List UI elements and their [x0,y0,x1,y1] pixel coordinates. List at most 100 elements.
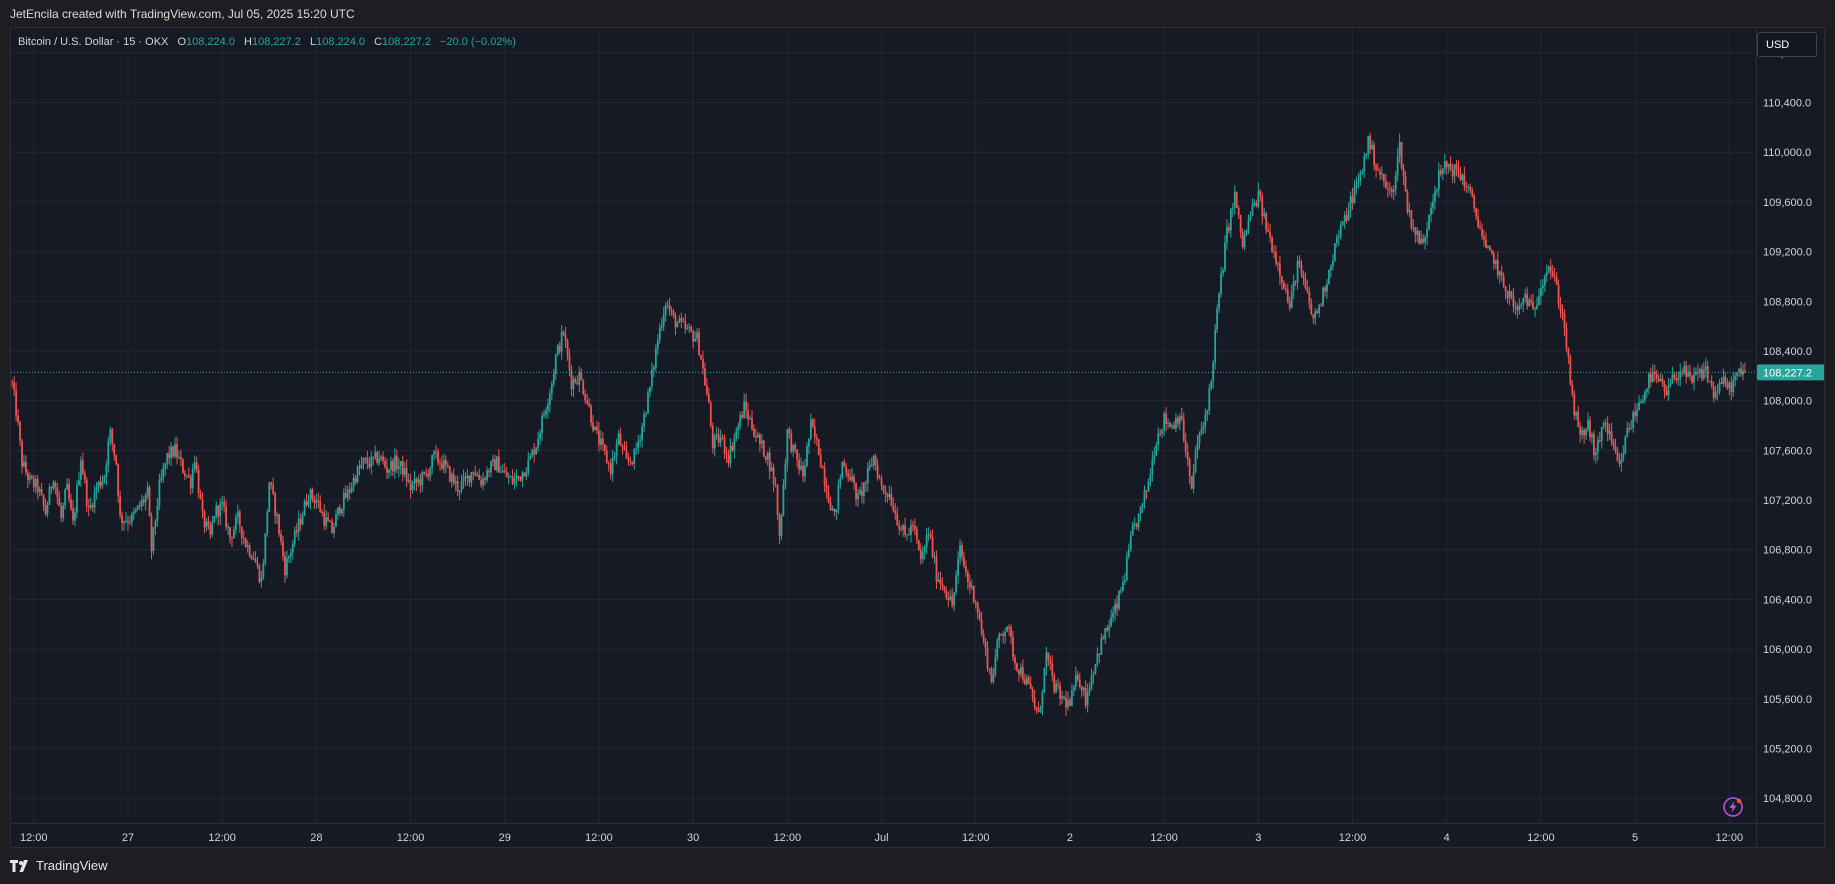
candle-body [1057,683,1060,686]
candle-body [843,461,846,467]
candle-body [1149,474,1152,482]
candle-body [800,465,802,470]
candle-body [878,477,881,479]
candle-body [238,511,241,527]
candle-body [488,470,490,473]
candle-body [1379,170,1381,175]
y-tick-label: 107,200.0 [1763,495,1812,507]
candle-body [904,525,906,535]
candle-body [1065,697,1067,708]
candle-body [768,452,771,472]
candle-body [1163,413,1166,431]
candle-body [951,596,954,606]
candle-body [965,566,967,573]
currency-button[interactable]: USD [1757,32,1817,57]
candle-body [1277,263,1279,265]
candle-body [601,438,604,445]
candle-body [1078,679,1081,687]
candle-body [731,445,734,451]
candle-body [1137,513,1140,528]
candle-body [1406,191,1409,213]
candle-body [974,602,977,604]
open-label: O [177,36,187,48]
candle-body [631,461,634,464]
candle-body [762,440,765,457]
lightning-icon[interactable] [1722,796,1744,818]
candle-body [1720,382,1723,385]
candle-body [804,465,806,477]
candle-body [1394,175,1397,190]
candle-body [1716,391,1719,393]
candle-body [197,470,200,494]
candle-body [1559,304,1562,312]
candle-body [1526,293,1529,307]
candle-body [183,473,186,476]
candlestick-chart[interactable]: 110,800.0110,400.0110,000.0109,600.0109,… [11,28,1825,848]
candle-body [11,382,14,384]
candle-body [1257,191,1260,207]
candle-body [1086,691,1089,706]
candle-body [476,474,479,476]
candle-body [809,419,812,439]
candle-body [729,445,732,464]
candle-body [900,529,903,531]
candle-body [1237,207,1240,215]
x-tick-label: 12:00 [1527,832,1555,844]
candle-body [1455,164,1458,169]
candle-body [352,477,355,488]
candle-body [13,382,16,391]
candle-body [417,479,420,483]
candle-body [1700,368,1703,379]
candle-body [1202,425,1205,430]
x-tick-label: 12:00 [1716,832,1744,844]
candle-body [596,426,598,431]
candle-body [1649,373,1652,382]
candle-body [1673,374,1676,378]
candle-body [1404,176,1407,192]
candle-body [513,478,516,484]
candle-body [1583,430,1585,436]
candle-body [866,468,869,484]
candle-body [550,383,553,394]
candle-body [1424,237,1427,243]
candle-body [1695,372,1697,375]
candle-body [1226,227,1228,243]
candle-body [28,475,31,481]
candle-body [741,414,744,418]
candle-body [1492,253,1495,264]
candle-body [1059,685,1062,699]
candle-body [1369,135,1372,150]
candle-body [1436,189,1438,192]
candle-body [1294,281,1297,283]
candle-body [1730,382,1733,393]
candle-body [456,480,459,492]
chart-frame[interactable]: 110,800.0110,400.0110,000.0109,600.0109,… [10,27,1825,848]
candle-body [519,476,522,481]
tradingview-brand[interactable]: TradingView [10,858,108,873]
candle-body [670,310,673,312]
candle-body [1402,168,1405,177]
candle-body [1545,272,1548,276]
candle-body [619,433,622,446]
candle-body [1418,230,1421,244]
candle-body [1333,243,1336,261]
candle-body [698,332,700,356]
high-label: H [244,36,252,48]
candle-body [717,434,720,443]
candle-body [125,520,127,522]
candle-body [576,382,579,385]
candle-body [1659,378,1662,382]
symbol-name: Bitcoin / U.S. Dollar · 15 · OKX [18,36,169,48]
candle-body [1632,411,1635,428]
candle-body [1620,458,1623,464]
candle-body [1367,135,1370,154]
candle-body [1549,266,1552,272]
candle-body [264,533,267,564]
candle-body [482,478,485,486]
candle-body [870,465,873,467]
candle-body [344,492,347,499]
x-tick-label: 4 [1444,832,1450,844]
candle-body [1541,285,1544,289]
candle-body [1259,191,1262,197]
candle-body [937,579,940,582]
